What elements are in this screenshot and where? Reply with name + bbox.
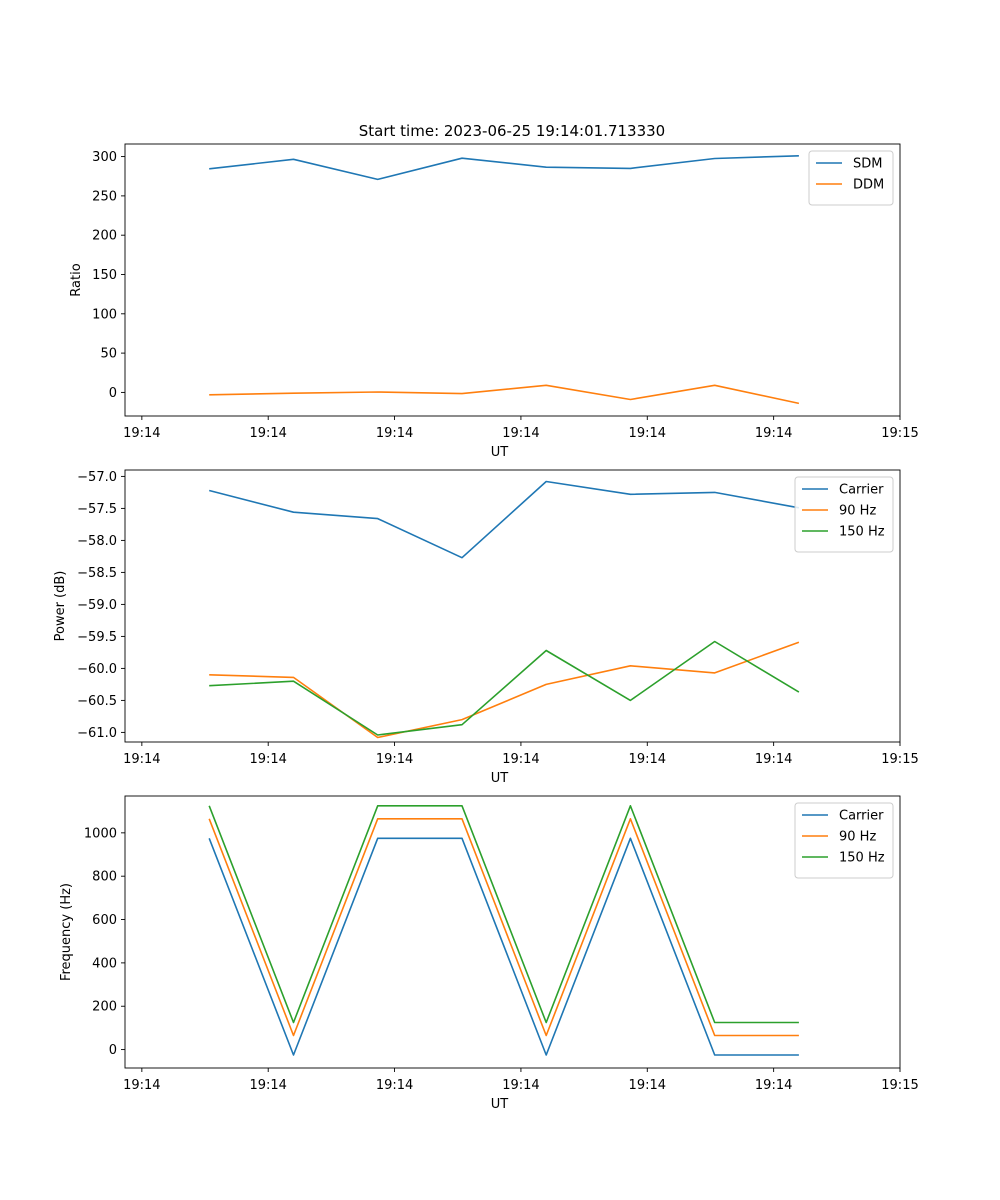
y-axis-label: Power (dB)	[53, 571, 68, 642]
y-tick-label: −59.5	[77, 630, 117, 645]
y-axis-label: Ratio	[69, 263, 84, 296]
plot-frame	[124, 143, 901, 417]
x-tick-label: 19:14	[755, 1078, 792, 1093]
plot-frame	[124, 469, 901, 743]
x-tick-label: 19:15	[881, 752, 918, 767]
x-tick-label: 19:14	[629, 1078, 666, 1093]
y-tick-label: −58.5	[77, 566, 117, 581]
y-tick-label: 1000	[84, 826, 117, 841]
x-tick-label: 19:14	[376, 426, 413, 441]
legend-label: 150 Hz	[839, 851, 885, 866]
series-line-3-3	[208, 804, 799, 1024]
legend: Carrier 90 Hz 150 Hz	[794, 476, 894, 553]
y-tick-label: 400	[92, 956, 117, 971]
y-tick-label: −57.0	[77, 470, 117, 485]
figure-title: Start time: 2023-06-25 19:14:01.713330	[359, 122, 665, 140]
x-tick-label: 19:14	[629, 752, 666, 767]
legend-label: 90 Hz	[839, 830, 876, 845]
series-line-3-1	[208, 837, 799, 1056]
x-tick-label: 19:14	[249, 1078, 286, 1093]
x-tick-label: 19:14	[249, 426, 286, 441]
y-tick-label: 50	[100, 347, 117, 362]
legend-box	[794, 476, 894, 553]
x-tick-label: 19:14	[502, 1078, 539, 1093]
x-tick-label: 19:14	[123, 1078, 160, 1093]
legend-label: DDM	[853, 178, 884, 193]
x-tick-label: 19:14	[376, 1078, 413, 1093]
y-tick-label: 250	[92, 189, 117, 204]
x-tick-label: 19:14	[755, 426, 792, 441]
legend-label: Carrier	[839, 809, 884, 824]
x-tick-label: 19:15	[881, 426, 918, 441]
chart-panel-2: 19:14 19:14 19:14 19:14 19:14 19:14 19:15 −57.0…	[53, 469, 919, 786]
chart-panel-1: 19:14 19:14 19:14 19:14 19:14 19:14 19:15 0 50 10…	[69, 143, 919, 460]
x-tick-label: 19:14	[249, 752, 286, 767]
x-tick-label: 19:15	[881, 1078, 918, 1093]
series-line-1-1	[209, 155, 799, 181]
y-tick-label: 200	[92, 1000, 117, 1015]
legend: SDM DDM	[808, 150, 894, 206]
y-tick-label: 800	[92, 870, 117, 885]
plot-frame	[124, 795, 901, 1069]
y-tick-label: −58.0	[77, 534, 117, 549]
y-tick-label: 0	[109, 386, 117, 401]
x-tick-label: 19:14	[502, 426, 539, 441]
legend-label: SDM	[853, 157, 882, 172]
x-axis-label: UT	[491, 1097, 509, 1112]
y-tick-label: −60.5	[77, 694, 117, 709]
y-tick-label: −57.5	[77, 502, 117, 517]
x-tick-label: 19:14	[123, 752, 160, 767]
series-line-1-2	[209, 384, 800, 405]
y-axis-label: Frequency (Hz)	[59, 883, 74, 981]
x-axis-label: UT	[491, 445, 509, 460]
legend-label: 90 Hz	[839, 504, 876, 519]
x-tick-label: 19:14	[629, 426, 666, 441]
chart-panel-3: 19:14 19:14 19:14 19:14 19:14 19:14 19:15 0 200 4…	[59, 795, 919, 1112]
legend-label: Carrier	[839, 483, 884, 498]
y-tick-label: 150	[92, 268, 117, 283]
y-tick-label: 600	[92, 913, 117, 928]
y-tick-label: 300	[92, 150, 117, 165]
series-line-2-1	[209, 480, 800, 559]
legend-box	[808, 150, 894, 206]
y-tick-label: 0	[109, 1043, 117, 1058]
x-axis-label: UT	[491, 771, 509, 786]
x-tick-label: 19:14	[123, 426, 160, 441]
x-tick-label: 19:14	[755, 752, 792, 767]
y-tick-label: −61.0	[77, 726, 117, 741]
x-tick-label: 19:14	[376, 752, 413, 767]
y-tick-label: 100	[92, 307, 117, 322]
x-tick-label: 19:14	[502, 752, 539, 767]
legend-label: 150 Hz	[839, 525, 885, 540]
series-line-3-2	[208, 817, 799, 1037]
series-line-2-3	[209, 640, 800, 736]
series-line-2-2	[209, 641, 800, 739]
y-tick-label: −60.0	[77, 662, 117, 677]
y-tick-label: 200	[92, 229, 117, 244]
y-tick-label: −59.0	[77, 598, 117, 613]
legend-box	[794, 802, 894, 879]
legend: Carrier 90 Hz 150 Hz	[794, 802, 894, 879]
